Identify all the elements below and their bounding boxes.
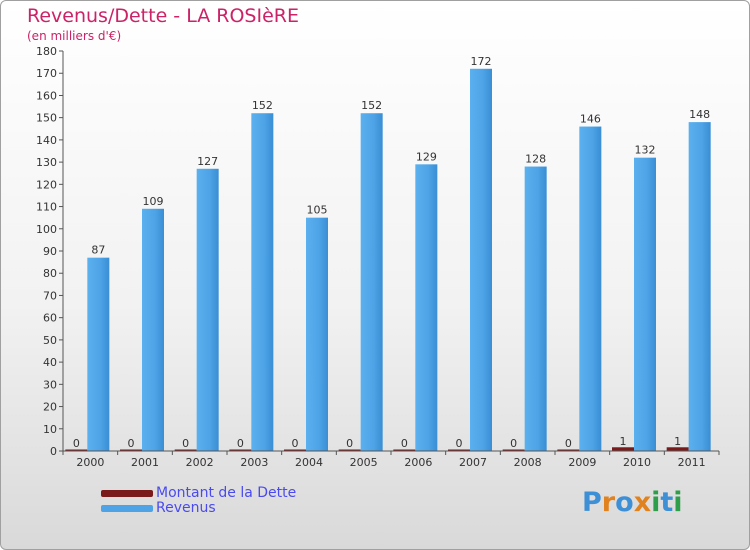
bars-layer: 0 87 0 109 0 127 0 152 0 105 0 152 0 129 0 172 0 128 0 146 1…: [65, 55, 711, 452]
bar-debt: [65, 449, 88, 451]
x-tick-label: 2005: [350, 456, 378, 469]
data-label-revenue: 105: [307, 204, 328, 217]
data-label-revenue: 129: [416, 150, 437, 163]
data-label-debt: 0: [128, 437, 135, 450]
bar-revenue: [142, 208, 164, 451]
x-tick-label: 2006: [404, 456, 432, 469]
data-label-debt: 0: [456, 437, 463, 450]
y-tick-label: 170: [36, 67, 57, 80]
y-tick-label: 20: [43, 401, 57, 414]
bar-revenue: [196, 168, 219, 451]
y-tick-label: 110: [36, 201, 57, 214]
logo-letter: P: [582, 487, 602, 518]
data-label-revenue: 148: [689, 108, 710, 121]
bar-debt: [502, 449, 525, 451]
x-tick-label: 2008: [514, 456, 542, 469]
data-label-revenue: 172: [471, 55, 492, 68]
proxiti-logo: Proxiti: [582, 487, 683, 518]
logo-letter: i: [651, 487, 661, 518]
legend-swatch-revenue: [101, 505, 153, 512]
data-label-debt: 0: [237, 437, 244, 450]
data-label-revenue: 127: [197, 155, 218, 168]
data-label-debt: 0: [292, 437, 299, 450]
x-tick-label: 2001: [131, 456, 159, 469]
bar-debt: [557, 449, 580, 451]
data-label-revenue: 128: [525, 153, 546, 166]
legend-label-revenue: Revenus: [156, 500, 216, 516]
logo-letter: t: [660, 487, 674, 518]
x-tick-label: 2003: [240, 456, 268, 469]
bar-debt: [612, 447, 634, 451]
data-label-debt: 1: [620, 435, 627, 448]
data-label-debt: 0: [401, 437, 408, 450]
x-tick-label: 2007: [459, 456, 487, 469]
x-tick-label: 2004: [295, 456, 323, 469]
y-tick-label: 40: [43, 356, 57, 369]
bar-debt: [338, 449, 361, 451]
bar-debt: [393, 449, 416, 451]
y-tick-label: 90: [43, 245, 57, 258]
chart-subtitle: (en milliers d'€): [27, 29, 122, 43]
y-tick-label: 60: [43, 312, 57, 325]
chart-title: Revenus/Dette - LA ROSIèRE: [27, 5, 299, 27]
y-tick-label: 10: [43, 423, 57, 436]
y-tick-label: 50: [43, 334, 57, 347]
logo-letter: i: [673, 487, 683, 518]
data-label-revenue: 152: [252, 99, 273, 112]
bar-revenue: [470, 68, 492, 452]
x-tick-label: 2000: [76, 456, 104, 469]
data-label-revenue: 87: [91, 244, 105, 257]
bar-revenue: [360, 113, 383, 451]
legend-label-debt: Montant de la Dette: [156, 485, 297, 501]
logo-letter: x: [633, 487, 652, 518]
y-tick-label: 130: [36, 156, 57, 169]
bar-revenue: [306, 217, 328, 451]
data-label-debt: 0: [73, 437, 80, 450]
data-label-debt: 1: [674, 435, 681, 448]
bar-debt: [666, 447, 689, 451]
y-tick-label: 140: [36, 134, 57, 147]
bar-revenue: [415, 164, 438, 452]
axis-layer: 0102030405060708090100110120130140150160…: [36, 45, 720, 469]
y-tick-label: 70: [43, 289, 57, 302]
data-label-debt: 0: [346, 437, 353, 450]
y-tick-label: 150: [36, 112, 57, 125]
y-tick-label: 30: [43, 378, 57, 391]
x-tick-label: 2009: [568, 456, 596, 469]
data-label-revenue: 152: [361, 99, 382, 112]
x-tick-label: 2010: [623, 456, 651, 469]
data-label-debt: 0: [565, 437, 572, 450]
bar-revenue: [634, 157, 656, 451]
data-label-debt: 0: [182, 437, 189, 450]
bar-revenue: [87, 257, 110, 451]
y-tick-label: 120: [36, 178, 57, 191]
data-label-debt: 0: [510, 437, 517, 450]
bar-debt: [448, 449, 470, 451]
bar-debt: [174, 449, 197, 451]
bar-revenue: [524, 166, 547, 452]
data-label-revenue: 146: [580, 113, 601, 126]
y-tick-label: 160: [36, 89, 57, 102]
data-label-revenue: 109: [143, 195, 164, 208]
x-tick-label: 2002: [186, 456, 214, 469]
y-tick-label: 80: [43, 267, 57, 280]
bar-debt: [229, 449, 252, 451]
bar-debt: [284, 449, 306, 451]
bar-debt: [120, 449, 142, 451]
y-tick-label: 100: [36, 223, 57, 236]
logo-letter: r: [601, 487, 616, 518]
bar-revenue: [251, 113, 274, 451]
y-tick-label: 0: [50, 445, 57, 458]
data-label-revenue: 132: [635, 144, 656, 157]
bar-revenue: [688, 122, 711, 451]
bar-revenue: [579, 126, 602, 452]
y-tick-label: 180: [36, 45, 57, 58]
logo-letter: o: [615, 487, 634, 518]
legend-swatch-debt: [101, 490, 153, 497]
x-tick-label: 2011: [678, 456, 706, 469]
